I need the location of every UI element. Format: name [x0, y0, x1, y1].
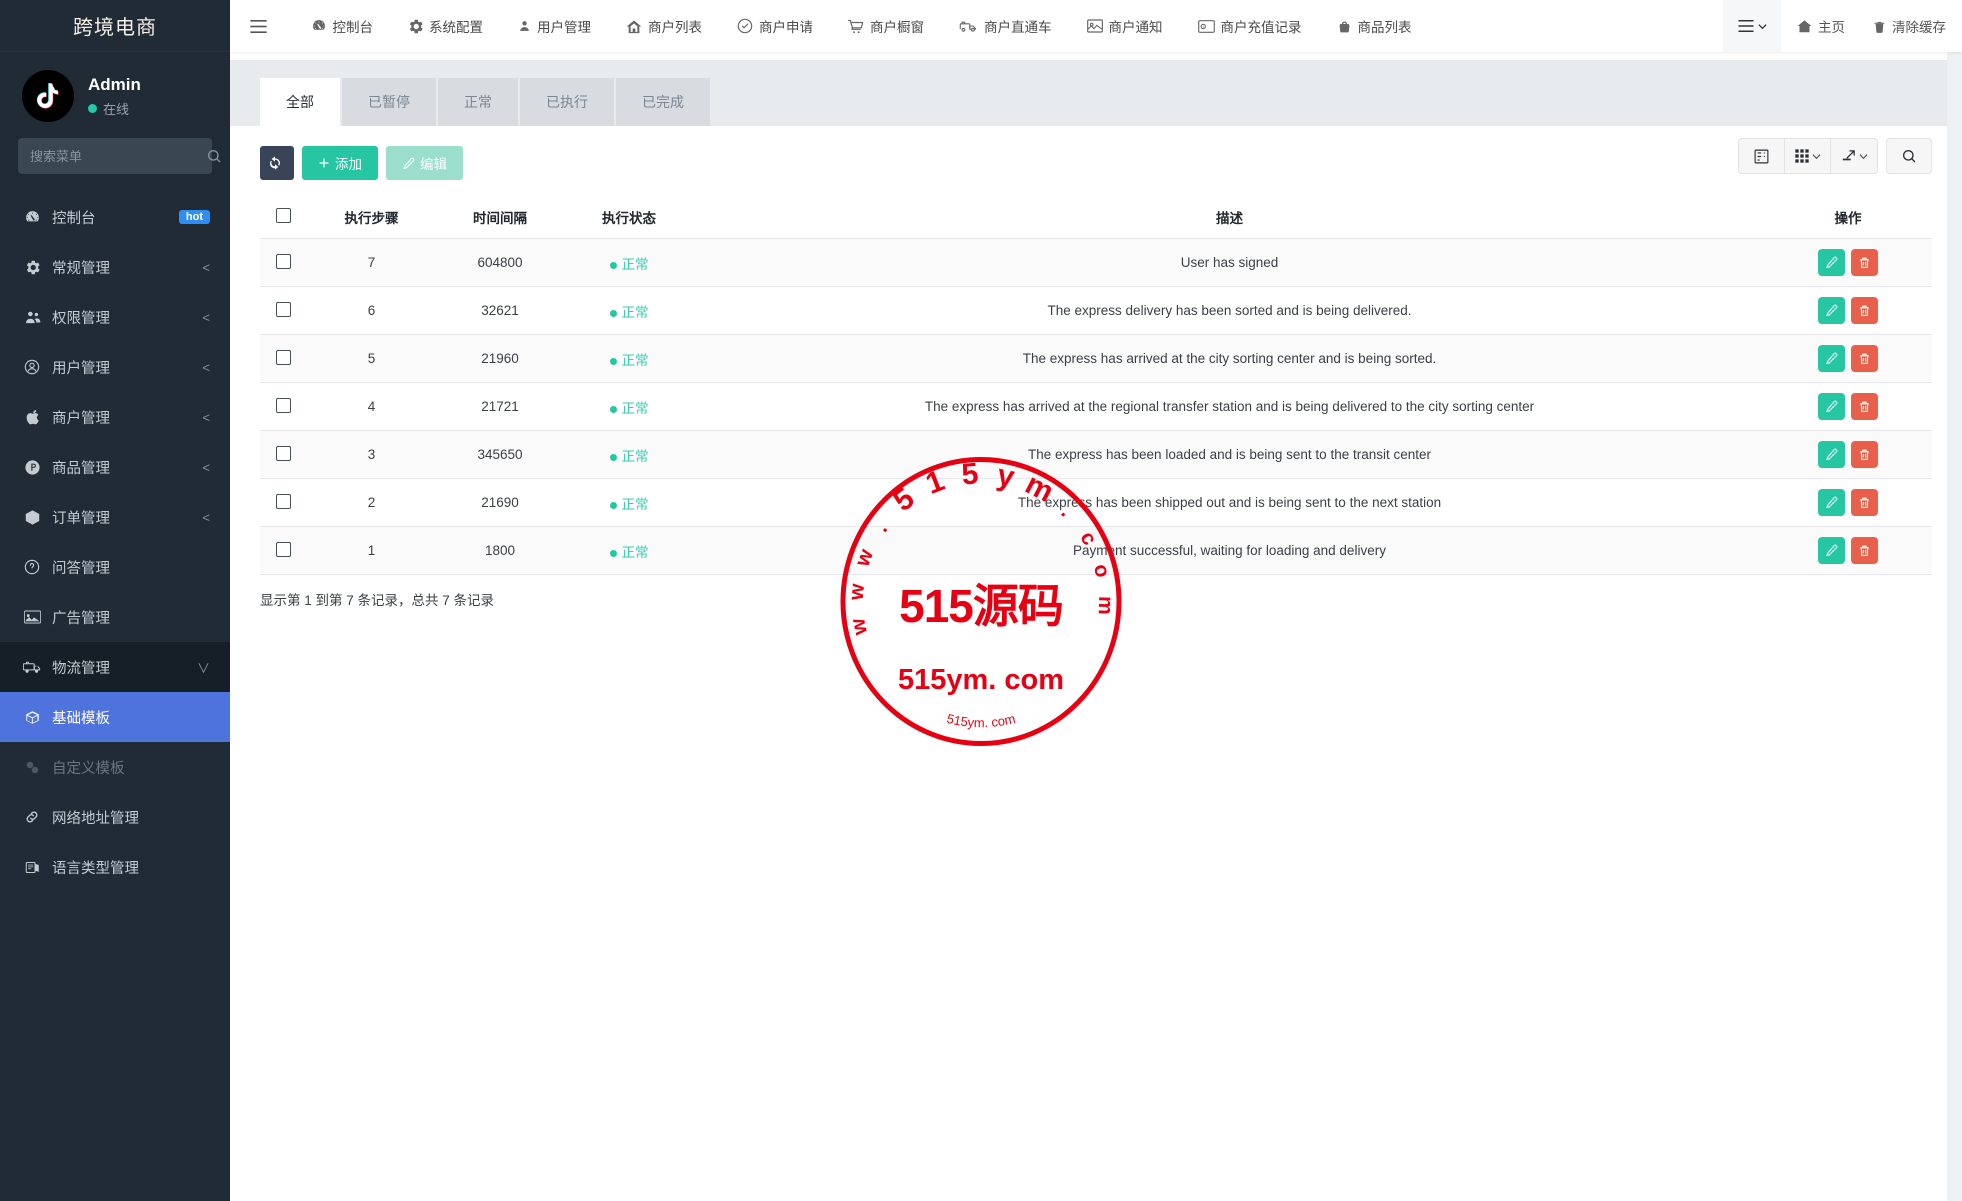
svg-text:515ym. com: 515ym. com: [898, 664, 1064, 696]
svg-text:515ym. com: 515ym. com: [945, 711, 1017, 730]
